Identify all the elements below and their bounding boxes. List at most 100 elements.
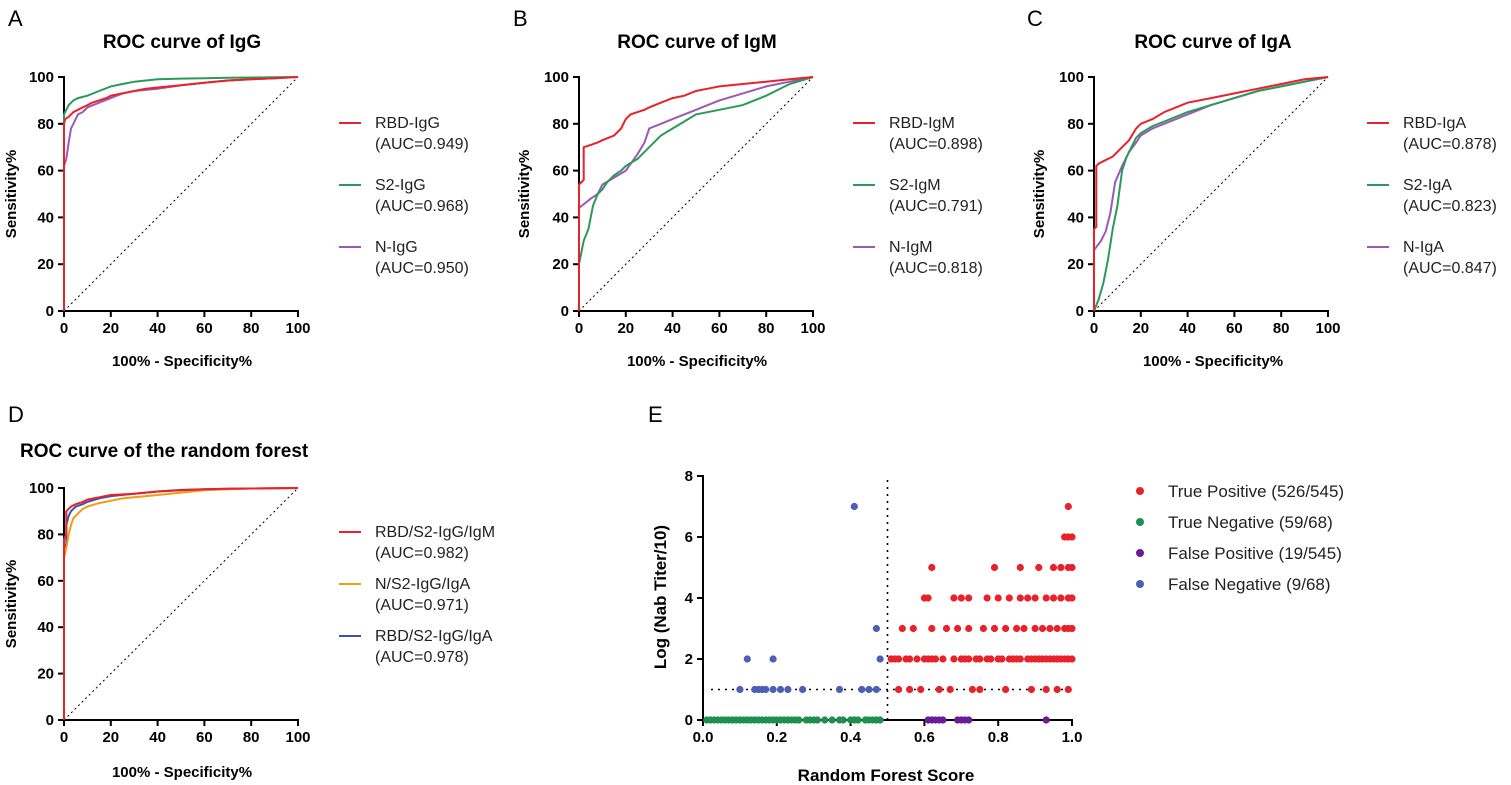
x-tick-label: 0.0 <box>693 729 714 746</box>
scatter-point <box>998 655 1006 663</box>
y-tick-label: 2 <box>685 651 693 668</box>
scatter-point <box>906 685 914 694</box>
legend-auc: (AUC=0.982) <box>375 545 469 562</box>
panel-e: E Random Forest Score Log (Nab Titer/10)… <box>648 402 1344 785</box>
scatter-point <box>1016 563 1024 572</box>
x-tick-label: 20 <box>617 320 634 337</box>
x-tick-label: 100 <box>1315 320 1340 337</box>
x-tick-label: 0 <box>1090 320 1098 337</box>
scatter-point <box>895 685 903 694</box>
legend-label: S2-IgM <box>889 177 941 194</box>
y-tick-label: 60 <box>1067 163 1084 180</box>
scatter-point <box>1053 685 1061 694</box>
legend-marker <box>1136 518 1144 526</box>
scatter-point <box>795 716 803 724</box>
panel-letter-e: E <box>648 402 663 427</box>
scatter-point <box>1049 563 1058 572</box>
scatter-point <box>1049 594 1058 602</box>
y-tick-label: 100 <box>1059 69 1084 86</box>
legend-auc: (AUC=0.878) <box>1403 136 1497 153</box>
scatter-point <box>1016 655 1024 663</box>
x-tick-label: 20 <box>102 320 119 337</box>
panel-letter-a: A <box>8 6 23 31</box>
scatter-point <box>1013 624 1021 633</box>
y-tick-label: 4 <box>685 590 694 607</box>
legend-auc: (AUC=0.968) <box>375 198 469 215</box>
y-tick-label: 0 <box>46 712 54 729</box>
x-tick-label: 40 <box>149 729 166 746</box>
roc-curves <box>63 487 299 720</box>
legend-label: RBD/S2-IgG/IgM <box>375 524 495 541</box>
x-tick-label: 0 <box>60 320 68 337</box>
x-axis-label: 100% - Specificity% <box>112 353 252 370</box>
x-tick-label: 80 <box>1273 320 1290 337</box>
legend-auc: (AUC=0.847) <box>1403 260 1497 277</box>
legend-label: N/S2-IgG/IgA <box>375 576 470 593</box>
scatter-point <box>872 685 881 694</box>
legend-label: N-IgA <box>1403 239 1444 256</box>
x-tick-label: 60 <box>1226 320 1243 337</box>
legend-label: RBD-IgG <box>375 115 440 132</box>
x-tick-label: 0.4 <box>840 729 862 746</box>
scatter-point <box>762 685 770 694</box>
axes: 0 20 40 60 80 100 0 20 40 60 80 100 <box>29 69 311 337</box>
roc-curve-s2-igg <box>63 76 299 311</box>
roc-curve-rbd-igm <box>578 76 814 311</box>
x-tick-label: 100 <box>800 320 825 337</box>
chart-title: ROC curve of IgG <box>103 32 261 53</box>
legend-label: False Positive (19/545) <box>1168 544 1342 563</box>
y-tick-label: 0 <box>685 712 693 729</box>
y-tick-label: 80 <box>37 116 54 133</box>
scatter-point <box>1068 624 1076 633</box>
scatter-point <box>736 685 744 694</box>
scatter-point <box>1057 563 1065 572</box>
legend-label: S2-IgA <box>1403 177 1452 194</box>
chart-title: ROC curve of the random forest <box>20 441 309 462</box>
legend-auc: (AUC=0.823) <box>1403 198 1497 215</box>
x-tick-label: 40 <box>1179 320 1196 337</box>
y-tick-label: 0 <box>1076 303 1084 320</box>
scatter-point <box>1068 533 1076 541</box>
scatter-point <box>939 655 947 663</box>
legend-label: S2-IgG <box>375 177 426 194</box>
scatter-point <box>906 655 914 663</box>
y-tick-label: 40 <box>37 619 54 636</box>
reference-diagonal <box>63 76 299 312</box>
x-tick-label: 0 <box>60 729 68 746</box>
scatter-point <box>898 624 906 633</box>
x-tick-label: 100 <box>285 320 310 337</box>
scatter-point <box>850 502 858 511</box>
scatter-point <box>799 685 807 694</box>
scatter-point <box>931 655 940 663</box>
scatter-point <box>1042 716 1050 724</box>
scatter-point <box>976 655 984 663</box>
x-tick-label: 0 <box>575 320 583 337</box>
panel-a: A ROC curve of IgG 100% - Specificity% S… <box>3 6 469 370</box>
scatter-point <box>895 655 903 663</box>
scatter-point <box>813 716 822 724</box>
scatter-point <box>965 624 973 633</box>
y-tick-label: 40 <box>37 209 54 226</box>
chart-title: ROC curve of IgA <box>1134 32 1292 53</box>
legend-auc: (AUC=0.818) <box>889 260 983 277</box>
scatter-point <box>942 624 951 633</box>
scatter-point <box>1064 502 1072 511</box>
scatter-point <box>983 594 991 602</box>
legend-auc: (AUC=0.978) <box>375 649 469 666</box>
reference-diagonal <box>1093 76 1329 312</box>
y-tick-label: 100 <box>544 69 569 86</box>
scatter-point <box>935 685 943 694</box>
legend-auc: (AUC=0.971) <box>375 597 469 614</box>
scatter-point <box>1035 563 1043 572</box>
panel-b: B ROC curve of IgM 100% - Specificity% S… <box>513 6 983 370</box>
x-tick-label: 100 <box>285 729 310 746</box>
scatter-point <box>1038 624 1047 633</box>
panel-c: C ROC curve of IgA 100% - Specificity% S… <box>1027 6 1497 370</box>
y-axis-label: Sensitivity% <box>3 150 20 238</box>
legend-auc: (AUC=0.791) <box>889 198 983 215</box>
scatter-point <box>876 655 884 663</box>
x-tick-label: 0.8 <box>988 729 1009 746</box>
chart-title: ROC curve of IgM <box>617 32 776 53</box>
scatter-point <box>950 594 958 602</box>
